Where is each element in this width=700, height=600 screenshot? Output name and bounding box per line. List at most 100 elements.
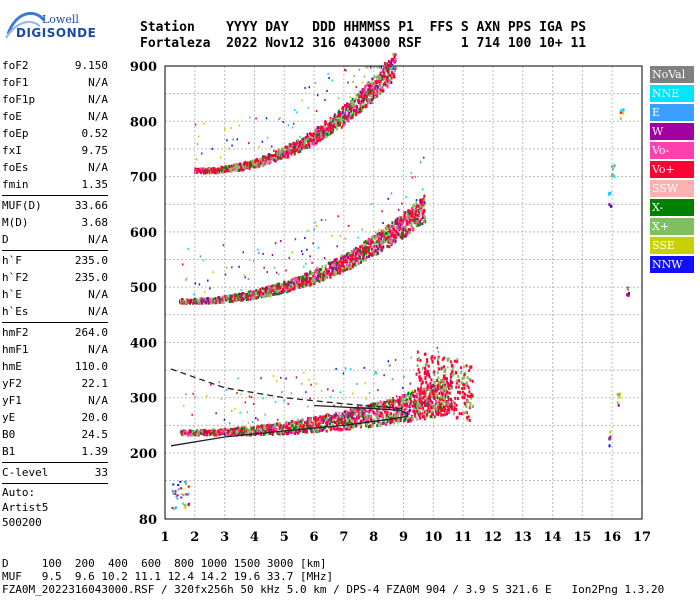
echo-point bbox=[424, 376, 427, 380]
echo-point bbox=[331, 262, 334, 266]
echo-point bbox=[619, 117, 622, 121]
echo-point bbox=[400, 412, 403, 416]
x-tick-label: 2 bbox=[190, 530, 199, 545]
echo-point bbox=[465, 405, 468, 409]
x-tick-label: 4 bbox=[250, 530, 259, 545]
echo-point bbox=[447, 357, 450, 361]
echo-point bbox=[268, 425, 271, 429]
echo-point bbox=[229, 427, 232, 431]
echo-point bbox=[374, 402, 377, 406]
echo-point bbox=[176, 497, 179, 500]
param-row-foes: foEs N/A bbox=[2, 159, 108, 176]
echo-point bbox=[258, 425, 261, 429]
echo-point bbox=[223, 429, 226, 433]
echo-point bbox=[418, 203, 421, 207]
echo-point bbox=[345, 69, 347, 72]
echo-point bbox=[411, 211, 414, 215]
echo-point bbox=[395, 225, 398, 229]
echo-point bbox=[368, 99, 371, 103]
echo-point bbox=[412, 213, 415, 217]
echo-point bbox=[440, 366, 443, 370]
echo-point bbox=[398, 228, 401, 232]
echo-point bbox=[376, 412, 379, 416]
echo-point bbox=[329, 116, 332, 120]
echo-point bbox=[365, 255, 368, 259]
echo-point bbox=[376, 85, 379, 89]
echo-point bbox=[414, 212, 417, 216]
echo-point bbox=[364, 257, 367, 261]
echo-point bbox=[370, 89, 373, 93]
echo-point bbox=[280, 432, 283, 436]
echo-point bbox=[277, 155, 280, 159]
echo-point bbox=[320, 130, 323, 134]
echo-point bbox=[346, 411, 349, 415]
echo-point bbox=[341, 421, 344, 425]
echo-point bbox=[274, 288, 277, 292]
echo-point bbox=[373, 241, 376, 245]
echo-point bbox=[218, 296, 221, 300]
echo-point bbox=[467, 386, 470, 390]
echo-point bbox=[191, 413, 193, 416]
echo-point bbox=[336, 419, 339, 423]
echo-point bbox=[303, 430, 306, 434]
echo-point bbox=[171, 506, 174, 509]
echo-point bbox=[311, 282, 314, 286]
echo-point bbox=[362, 247, 365, 251]
echo-point bbox=[376, 87, 379, 91]
echo-point bbox=[393, 69, 396, 73]
echo-point bbox=[367, 82, 370, 86]
echo-point bbox=[404, 216, 407, 220]
echo-point bbox=[348, 253, 351, 257]
echo-point bbox=[406, 404, 409, 408]
echo-point bbox=[407, 209, 410, 213]
echo-point bbox=[322, 420, 325, 424]
echo-point bbox=[304, 426, 307, 430]
echo-point bbox=[450, 364, 453, 368]
echo-point bbox=[363, 413, 366, 417]
echo-point bbox=[246, 294, 249, 298]
echo-point bbox=[292, 277, 295, 281]
echo-point bbox=[222, 300, 225, 304]
echo-point bbox=[278, 156, 281, 160]
echo-point bbox=[313, 282, 316, 286]
echo-point bbox=[409, 417, 412, 421]
echo-point bbox=[322, 129, 325, 133]
echo-point bbox=[197, 433, 200, 437]
echo-point bbox=[329, 422, 332, 426]
echo-point bbox=[619, 111, 622, 115]
echo-point bbox=[345, 253, 348, 257]
echo-point bbox=[378, 76, 381, 80]
param-label: fxI bbox=[2, 144, 22, 157]
echo-point bbox=[262, 252, 264, 255]
echo-point bbox=[349, 109, 352, 113]
echo-point bbox=[286, 432, 289, 436]
echo-point bbox=[310, 140, 313, 144]
echo-point bbox=[172, 492, 175, 495]
echo-point bbox=[243, 274, 246, 277]
echo-point bbox=[240, 294, 243, 298]
echo-point bbox=[181, 263, 184, 266]
echo-point bbox=[341, 265, 344, 269]
echo-point bbox=[322, 276, 325, 280]
echo-point bbox=[295, 283, 298, 287]
echo-point bbox=[198, 169, 201, 173]
echo-point bbox=[379, 424, 382, 428]
echo-point bbox=[436, 408, 439, 412]
echo-point bbox=[389, 67, 392, 71]
echo-point bbox=[214, 171, 217, 175]
echo-point bbox=[406, 230, 409, 234]
echo-point bbox=[303, 141, 306, 145]
echo-point bbox=[386, 78, 389, 82]
echo-point bbox=[385, 422, 388, 426]
echo-point bbox=[370, 247, 373, 251]
y-tick-label: 500 bbox=[130, 281, 157, 296]
echo-point bbox=[320, 416, 323, 420]
echo-point bbox=[426, 409, 429, 413]
echo-point bbox=[446, 359, 449, 363]
echo-point bbox=[222, 427, 225, 431]
echo-point bbox=[233, 431, 236, 435]
echo-point bbox=[243, 295, 246, 299]
echo-point bbox=[334, 264, 337, 268]
trace-1-echoes bbox=[179, 346, 454, 437]
echo-point bbox=[371, 422, 374, 426]
